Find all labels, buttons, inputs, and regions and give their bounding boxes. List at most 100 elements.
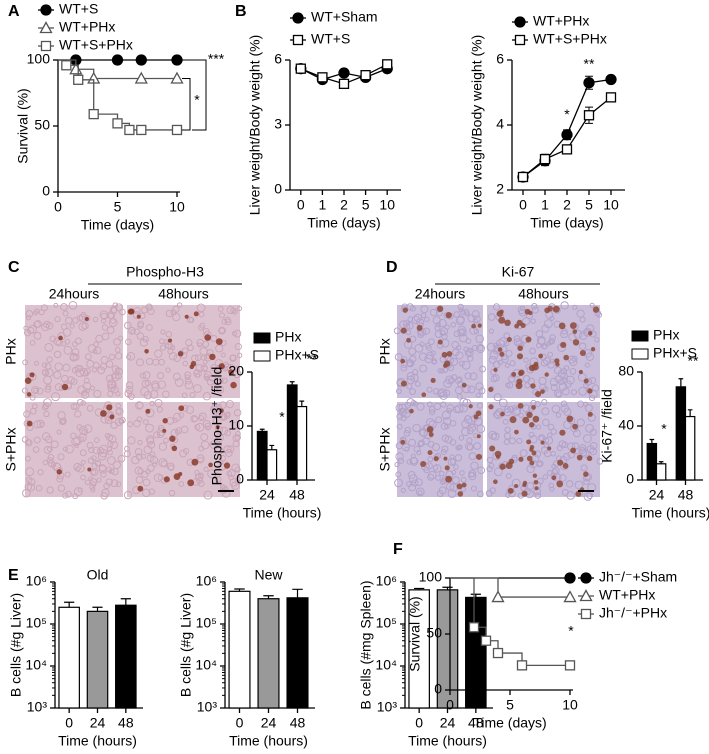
cell: [440, 401, 447, 408]
cell: [44, 385, 52, 393]
stained-nucleus: [524, 308, 531, 315]
cell: [105, 360, 114, 368]
cell: [115, 367, 123, 375]
stained-nucleus: [136, 314, 141, 319]
cell: [80, 459, 86, 465]
cell: [531, 303, 538, 310]
cell: [117, 454, 126, 463]
stained-nucleus: [562, 463, 569, 469]
cell: [461, 419, 470, 429]
marker: [134, 71, 148, 84]
cell: [198, 480, 205, 487]
cell: [501, 355, 509, 364]
cell: [195, 422, 205, 432]
x-tick-label: 0: [415, 715, 423, 731]
cell: [142, 419, 149, 425]
stained-nucleus: [230, 381, 237, 389]
cell: [184, 374, 191, 381]
stained-nucleus: [26, 392, 32, 397]
cell: [172, 372, 181, 381]
marker: [317, 72, 328, 83]
stained-nucleus: [178, 405, 185, 412]
cell: [548, 337, 556, 345]
cell: [50, 440, 59, 449]
marker: [516, 660, 528, 671]
cell: [440, 449, 447, 455]
cell: [394, 461, 400, 468]
stained-nucleus: [533, 479, 539, 485]
cell: [588, 389, 598, 399]
stained-nucleus: [540, 440, 545, 445]
error-bar: [92, 606, 103, 612]
y-axis-label: Survival (%): [407, 596, 423, 671]
cell: [445, 482, 455, 491]
cell: [427, 473, 435, 481]
legend-label: WT+PHx: [59, 19, 115, 35]
cell: [426, 386, 433, 393]
marker: [561, 144, 573, 155]
cell: [579, 448, 588, 457]
x-tick-label: 24: [259, 487, 275, 503]
stained-nucleus: [444, 360, 451, 367]
significance: **: [584, 56, 595, 72]
cell: [21, 436, 29, 443]
cell: [78, 322, 88, 331]
marker: [563, 590, 577, 603]
stained-nucleus: [169, 435, 176, 442]
y-tick-label: 3: [274, 116, 282, 132]
stained-nucleus: [190, 361, 197, 367]
cell: [531, 306, 539, 314]
cell: [78, 425, 88, 435]
cell: [45, 322, 54, 330]
cell: [526, 464, 535, 474]
cell: [429, 409, 436, 416]
cell: [543, 319, 553, 329]
stained-nucleus: [493, 367, 498, 372]
stained-nucleus: [430, 377, 436, 383]
cell: [558, 474, 567, 482]
x-tick-label: 48: [678, 487, 694, 503]
marker: [292, 34, 304, 46]
cell: [100, 492, 108, 500]
cell: [93, 341, 99, 348]
x-axis-label: Time (days): [307, 215, 380, 231]
x-tick-label: 10: [562, 697, 578, 713]
cell: [117, 335, 124, 341]
cell: [529, 347, 536, 355]
cell: [101, 318, 107, 324]
stained-nucleus: [531, 405, 536, 410]
cell: [44, 435, 53, 444]
cell: [459, 470, 465, 476]
cell: [439, 470, 445, 477]
legend-label: WT+S+PHx: [533, 31, 607, 47]
cell: [405, 329, 412, 336]
cell: [232, 440, 240, 448]
stained-nucleus: [520, 322, 526, 329]
cell: [70, 403, 78, 410]
stained-nucleus: [514, 484, 519, 489]
cell: [214, 409, 222, 417]
stained-nucleus: [416, 325, 423, 331]
error-bar: [263, 595, 274, 599]
stained-nucleus: [409, 408, 414, 414]
cell: [182, 360, 189, 367]
cell: [546, 469, 553, 476]
cell: [137, 322, 144, 329]
stained-nucleus: [441, 351, 448, 358]
cell: [211, 404, 220, 412]
legend-label: Jh⁻/⁻+Sham: [599, 569, 677, 585]
stained-nucleus: [426, 426, 434, 433]
cell: [64, 338, 71, 345]
marker: [136, 124, 147, 136]
cell: [457, 444, 463, 450]
cell: [135, 475, 144, 484]
stained-nucleus: [556, 480, 564, 488]
error-bar: [649, 438, 655, 444]
cell: [43, 446, 52, 454]
cell: [185, 405, 195, 414]
cell: [461, 360, 471, 370]
stained-nucleus: [559, 429, 566, 436]
cell: [453, 330, 461, 338]
cell: [60, 323, 68, 331]
significance: *: [279, 409, 285, 425]
